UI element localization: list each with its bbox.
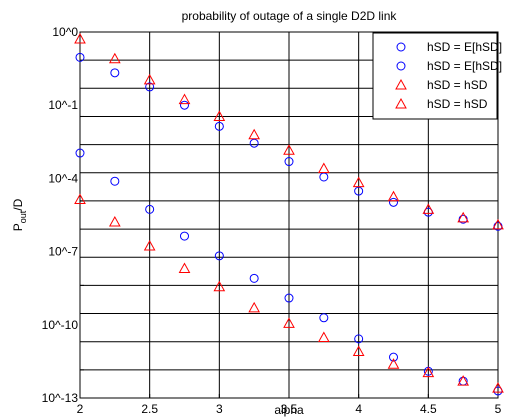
data-point-triangle — [317, 331, 330, 342]
x-tick-label: 3.5 — [281, 402, 298, 416]
y-tick-label: 10^-4 — [48, 171, 78, 185]
legend-label: hSD = E[hSD] — [427, 40, 502, 54]
data-point-triangle — [422, 203, 435, 214]
y-tick-label: 10^-13 — [42, 391, 79, 405]
data-point-triangle — [213, 110, 226, 121]
data-point-circle — [145, 82, 155, 92]
data-point-triangle — [387, 358, 400, 369]
data-point-circle — [214, 251, 224, 261]
legend-label: hSD = E[hSD] — [427, 59, 502, 73]
data-point-triangle — [108, 52, 121, 64]
x-axis-label: alpha — [274, 403, 304, 417]
data-point-triangle — [283, 317, 295, 328]
y-axis-label-sub: out — [18, 210, 28, 223]
data-point-triangle — [387, 190, 400, 202]
y-axis-label-suffix: /D — [11, 198, 25, 210]
x-axis: 2 2.5 3 3.5 4 4.5 5 — [77, 394, 502, 416]
grid — [80, 32, 498, 398]
x-tick-label: 2.5 — [141, 402, 158, 416]
data-point-circle — [249, 273, 259, 283]
data-point-triangle — [457, 211, 470, 223]
data-point-triangle — [248, 128, 261, 140]
legend-label: hSD = hSD — [427, 97, 488, 111]
data-point-triangle — [143, 239, 156, 251]
data-point-circle — [75, 148, 85, 158]
legend-marker — [395, 78, 407, 90]
y-tick-label: 10^-1 — [48, 98, 78, 112]
data-point-circle — [284, 293, 294, 303]
y-axis-label-main: P — [11, 223, 25, 231]
chart-title: probability of outage of a single D2D li… — [182, 9, 398, 23]
data-point-circle — [110, 68, 120, 78]
data-point-triangle — [457, 375, 470, 386]
x-tick-label: 3 — [216, 402, 223, 416]
data-point-circle — [389, 197, 398, 207]
data-point-triangle — [213, 280, 226, 292]
x-tick-label: 4 — [355, 402, 362, 416]
x-tick-label: 5 — [495, 402, 502, 416]
y-tick-label: 10^-10 — [42, 318, 79, 332]
data-point-circle — [389, 352, 398, 362]
data-point-triangle — [178, 93, 191, 105]
data-point-triangle — [352, 176, 365, 188]
data-point-circle — [75, 52, 85, 62]
x-tick-label: 4.5 — [420, 402, 437, 416]
data-point-triangle — [422, 366, 435, 378]
data-point-triangle — [178, 262, 191, 273]
y-axis: 10^0 10^-1 10^-4 10^-7 10^-10 10^-13 — [42, 25, 84, 405]
data-point-circle — [110, 176, 120, 186]
legend-box — [372, 32, 498, 120]
x-tick-label: 2 — [77, 402, 84, 416]
legend-marker — [396, 42, 406, 52]
data-point-circle — [180, 100, 189, 110]
data-point-triangle — [74, 33, 86, 44]
y-tick-label: 10^-7 — [48, 245, 78, 259]
data-point-circle — [180, 231, 189, 241]
legend: hSD = E[hSD] hSD = E[hSD] hSD = hSD hSD = h… — [372, 32, 502, 120]
legend-label: hSD = hSD — [427, 78, 488, 92]
legend-marker — [395, 97, 407, 109]
data-point-circle — [319, 313, 329, 323]
data-point-triangle — [317, 162, 330, 174]
data-point-circle — [145, 204, 155, 214]
legend-marker — [396, 61, 406, 71]
data-point-circle — [214, 121, 224, 131]
data-point-circle — [354, 334, 364, 344]
data-points — [74, 33, 504, 396]
data-point-triangle — [283, 144, 295, 155]
data-point-triangle — [248, 301, 261, 313]
data-point-triangle — [492, 382, 504, 393]
y-axis-label: Pout/D — [11, 198, 28, 231]
y-tick-label: 10^0 — [52, 25, 78, 39]
data-point-triangle — [74, 193, 86, 205]
data-point-triangle — [143, 73, 156, 85]
data-point-triangle — [352, 345, 365, 357]
data-point-triangle — [108, 216, 121, 227]
data-point-triangle — [492, 218, 504, 230]
data-point-circle — [284, 157, 294, 167]
